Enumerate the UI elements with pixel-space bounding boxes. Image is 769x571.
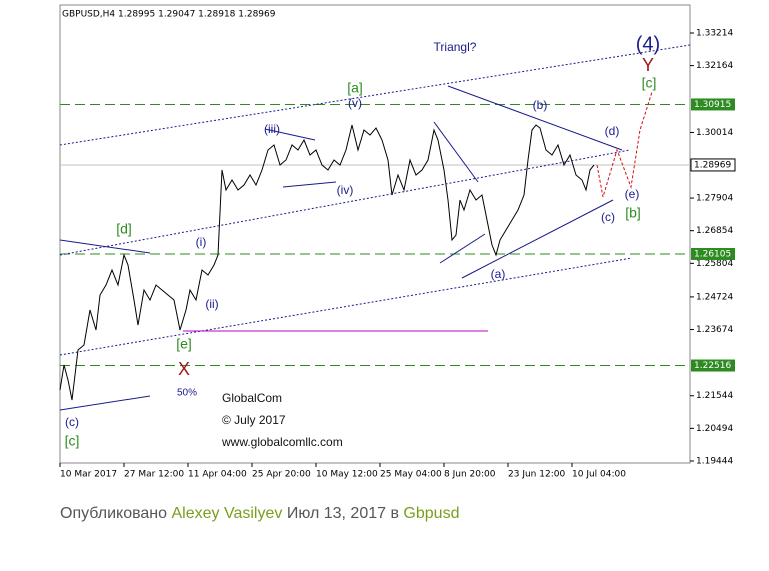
- wave-label: (b): [533, 98, 548, 112]
- wave-label: Y: [642, 55, 654, 75]
- wave-label: (e): [625, 187, 640, 201]
- wave-label: [c]: [65, 433, 80, 449]
- y-tick-label: 1.21544: [696, 391, 733, 401]
- wave-label: Triangl?: [434, 40, 477, 54]
- trend-line: [439, 233, 486, 264]
- wave-label: [d]: [116, 221, 132, 237]
- wave-label: 50%: [177, 388, 197, 399]
- watermark: © July 2017: [222, 413, 286, 427]
- projection-path: [596, 91, 653, 198]
- watermark: GlobalCom: [222, 391, 282, 405]
- triangle-line: [461, 199, 614, 279]
- y-tick-label: 1.20494: [696, 424, 733, 434]
- footer-text: Опубликовано: [60, 505, 168, 522]
- level-box: [691, 98, 735, 111]
- y-tick-label: 1.32164: [696, 61, 733, 71]
- wave-label: (iv): [337, 183, 354, 197]
- wave-label: (d): [605, 124, 620, 138]
- y-tick-label: 1.33214: [696, 29, 733, 39]
- wave-label: (i): [196, 235, 207, 249]
- watermark: www.globalcomllc.com: [221, 435, 343, 449]
- trendlines: [59, 44, 691, 411]
- level-label: 1.22516: [694, 361, 731, 371]
- wave-label: X: [178, 359, 190, 379]
- wave-label: (c): [601, 210, 615, 224]
- y-tick-label: 1.24724: [696, 292, 733, 302]
- trend-line: [59, 395, 151, 411]
- last-price-box: [690, 158, 736, 172]
- wave-label: (a): [491, 267, 506, 281]
- x-tick-label: 8 Jun 20:00: [444, 470, 496, 480]
- y-tick-label: 1.27904: [696, 194, 733, 204]
- y-tick-label: 1.19444: [696, 457, 733, 467]
- wave-label: (4): [636, 33, 660, 55]
- x-tick-label: 25 Apr 20:00: [252, 470, 311, 480]
- chart-header: GBPUSD,H4 1.28995 1.29047 1.28918 1.2896…: [62, 10, 276, 20]
- footer: Опубликовано Alexey Vasilyev Июл 13, 201…: [60, 505, 459, 523]
- channel-line: [59, 149, 631, 256]
- y-tick-label: 1.25804: [696, 259, 733, 269]
- symbol-link[interactable]: Gbpusd: [403, 505, 460, 522]
- x-tick-label: 10 Mar 2017: [60, 470, 117, 480]
- wave-label: (ii): [205, 297, 218, 311]
- y-tick-label: 1.23674: [696, 325, 733, 335]
- wave-label: [e]: [176, 336, 192, 352]
- triangle-line: [447, 85, 623, 151]
- x-tick-label: 11 Apr 04:00: [188, 470, 247, 480]
- price-line: [59, 124, 595, 401]
- chart: GBPUSD,H4 1.28995 1.29047 1.28918 1.2896…: [59, 4, 736, 480]
- plot-frame: [59, 4, 691, 464]
- footer-date: Июл 13, 2017 в: [286, 505, 399, 522]
- wave-label: [b]: [625, 205, 641, 221]
- wave-label: [a]: [347, 80, 363, 96]
- x-tick-label: 25 May 04:00: [380, 470, 442, 480]
- level-box: [691, 247, 735, 260]
- level-box: [691, 359, 735, 372]
- y-tick-label: 1.26854: [696, 226, 733, 236]
- trend-line: [264, 128, 316, 141]
- level-label: 1.26105: [694, 249, 731, 259]
- last-price-label: 1.28969: [694, 160, 731, 170]
- level-label: 1.30915: [694, 100, 731, 110]
- trend-line: [282, 181, 337, 188]
- y-tick-label: 1.30014: [696, 128, 733, 138]
- author-link[interactable]: Alexey Vasilyev: [171, 505, 283, 522]
- x-tick-label: 23 Jun 12:00: [508, 470, 565, 480]
- wave-label: (iii): [264, 122, 280, 136]
- x-tick-label: 10 Jul 04:00: [572, 470, 626, 480]
- wave-label: (v): [348, 96, 362, 110]
- x-tick-label: 10 May 12:00: [316, 470, 378, 480]
- wave-label: (c): [65, 415, 79, 429]
- x-tick-label: 27 Mar 12:00: [124, 470, 184, 480]
- trend-line: [59, 239, 151, 254]
- channel-line: [59, 257, 633, 356]
- trend-line: [433, 121, 479, 183]
- wave-label: [c]: [642, 75, 657, 91]
